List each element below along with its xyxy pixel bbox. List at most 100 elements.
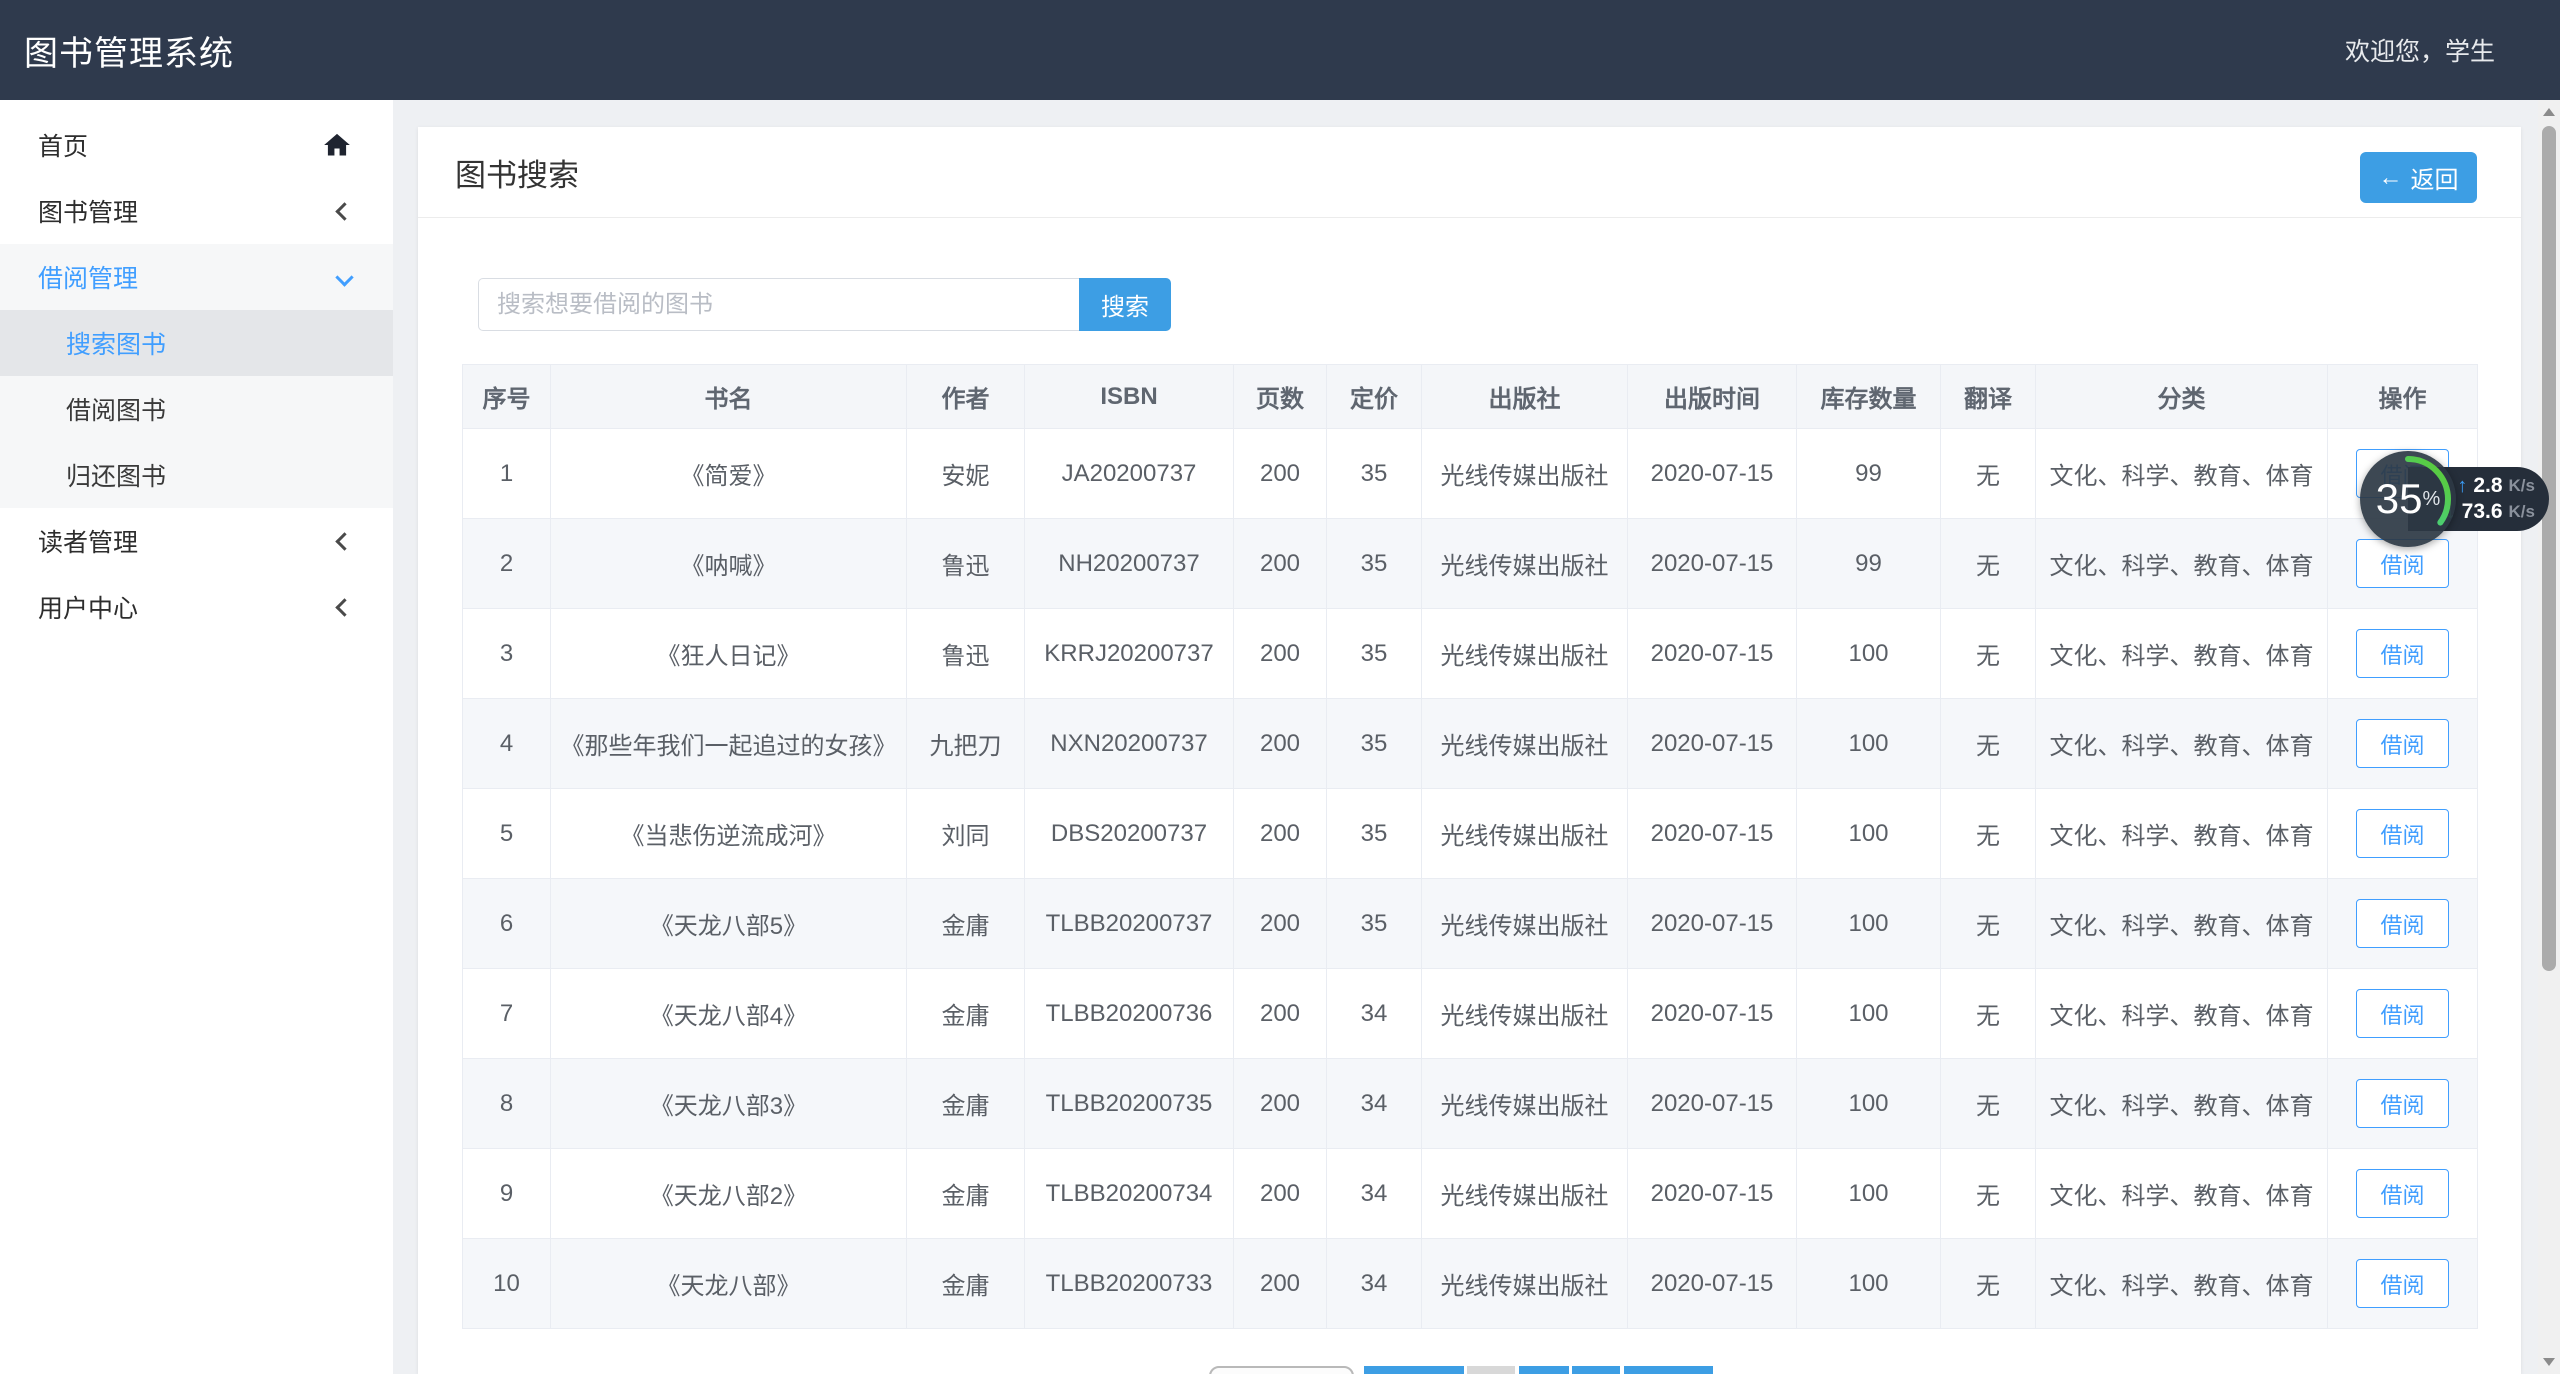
cell-pub_date: 2020-07-15 [1627, 878, 1797, 969]
sidebar-item-label: 图书管理 [38, 199, 139, 227]
cell-author: 鲁迅 [906, 608, 1025, 699]
cell-category: 文化、科学、教育、体育 [2035, 878, 2328, 969]
column-header: 作者 [906, 364, 1025, 429]
cell-price: 34 [1326, 1238, 1422, 1329]
cell-title: 《天龙八部5》 [550, 878, 907, 969]
borrow-button[interactable]: 借阅 [2356, 1079, 2449, 1128]
cell-price: 35 [1326, 428, 1422, 519]
pagination-button[interactable] [1467, 1366, 1515, 1374]
borrow-button[interactable]: 借阅 [2356, 809, 2449, 858]
chevron-left-icon [335, 201, 354, 221]
progress-ring [2365, 456, 2451, 542]
sidebar-item-book-management[interactable]: 图书管理 [0, 178, 393, 244]
cell-author: 安妮 [906, 428, 1025, 519]
borrow-button[interactable]: 借阅 [2356, 629, 2449, 678]
cell-isbn: DBS20200737 [1024, 788, 1234, 879]
sidebar-item-home[interactable]: 首页 [0, 112, 393, 178]
sidebar-item-borrow-management[interactable]: 借阅管理 [0, 244, 393, 310]
upload-speed-value: 2.8 [2473, 474, 2503, 497]
pagination-button[interactable] [1519, 1366, 1569, 1374]
cell-isbn: JA20200737 [1024, 428, 1234, 519]
cell-pub_date: 2020-07-15 [1627, 428, 1797, 519]
cell-category: 文化、科学、教育、体育 [2035, 1238, 2328, 1329]
cell-pages: 200 [1233, 968, 1327, 1059]
sidebar-subitem-label: 搜索图书 [66, 331, 167, 359]
scrollbar-up-arrow[interactable] [2538, 100, 2560, 124]
borrow-button[interactable]: 借阅 [2356, 539, 2449, 588]
pagination-button[interactable] [1572, 1366, 1620, 1374]
back-button[interactable]: ← 返回 [2360, 152, 2477, 203]
sidebar-subitem-return-books[interactable]: 归还图书 [0, 442, 393, 508]
search-bar: 搜索 [478, 278, 1171, 331]
panel-header: 图书搜索 [418, 127, 2521, 218]
cell-translated: 无 [1940, 1238, 2036, 1329]
cell-isbn: NXN20200737 [1024, 698, 1234, 789]
cell-publisher: 光线传媒出版社 [1421, 428, 1628, 519]
sidebar-subitem-search-books[interactable]: 搜索图书 [0, 310, 393, 376]
page-scrollbar[interactable] [2538, 100, 2560, 1374]
column-header: 翻译 [1940, 364, 2036, 429]
scrollbar-thumb[interactable] [2542, 126, 2556, 971]
search-input[interactable] [478, 278, 1079, 331]
cell-stock: 100 [1796, 878, 1941, 969]
borrow-button[interactable]: 借阅 [2356, 1169, 2449, 1218]
search-button[interactable]: 搜索 [1079, 278, 1171, 331]
cell-publisher: 光线传媒出版社 [1421, 878, 1628, 969]
scrollbar-down-arrow[interactable] [2538, 1350, 2560, 1374]
cell-title: 《简爱》 [550, 428, 907, 519]
borrow-button[interactable]: 借阅 [2356, 1259, 2449, 1308]
pagination-button[interactable] [1624, 1366, 1713, 1374]
cell-no: 7 [462, 968, 551, 1059]
sidebar-item-user-center[interactable]: 用户中心 [0, 574, 393, 640]
cell-title: 《天龙八部》 [550, 1238, 907, 1329]
cell-category: 文化、科学、教育、体育 [2035, 698, 2328, 789]
upload-arrow-icon: ↑ [2457, 475, 2468, 497]
cell-author: 金庸 [906, 1058, 1025, 1149]
column-header: ISBN [1024, 364, 1234, 429]
app-title: 图书管理系统 [24, 34, 234, 73]
pagination [1209, 1366, 1713, 1374]
cell-no: 3 [462, 608, 551, 699]
cell-publisher: 光线传媒出版社 [1421, 788, 1628, 879]
borrow-button[interactable]: 借阅 [2356, 989, 2449, 1038]
download-speed-value: 73.6 [2461, 500, 2503, 523]
cell-price: 35 [1326, 518, 1422, 609]
cell-title: 《天龙八部3》 [550, 1058, 907, 1149]
table-row: 4 《那些年我们一起追过的女孩》 九把刀 NXN20200737 200 35 光线传媒出版… [462, 698, 2478, 789]
borrow-button[interactable]: 借阅 [2356, 899, 2449, 948]
borrow-button[interactable]: 借阅 [2356, 719, 2449, 768]
download-progress-widget[interactable]: 35 % [2360, 451, 2456, 547]
cell-category: 文化、科学、教育、体育 [2035, 428, 2328, 519]
cell-pages: 200 [1233, 608, 1327, 699]
sidebar-item-label: 读者管理 [38, 529, 139, 557]
cell-pub_date: 2020-07-15 [1627, 968, 1797, 1059]
table-row: 5 《当悲伤逆流成河》 刘同 DBS20200737 200 35 光线传媒出版社 2020-… [462, 788, 2478, 879]
pagination-button[interactable] [1364, 1366, 1464, 1374]
cell-author: 金庸 [906, 1148, 1025, 1239]
column-header: 操作 [2327, 364, 2478, 429]
table-row: 2 《呐喊》 鲁迅 NH20200737 200 35 光线传媒出版社 2020-07-15 9… [462, 518, 2478, 609]
cell-no: 1 [462, 428, 551, 519]
cell-action: 借阅 [2327, 968, 2478, 1059]
cell-translated: 无 [1940, 1058, 2036, 1149]
column-header: 出版时间 [1627, 364, 1797, 429]
cell-category: 文化、科学、教育、体育 [2035, 968, 2328, 1059]
cell-action: 借阅 [2327, 698, 2478, 789]
cell-publisher: 光线传媒出版社 [1421, 1058, 1628, 1149]
cell-publisher: 光线传媒出版社 [1421, 968, 1628, 1059]
cell-stock: 100 [1796, 1238, 1941, 1329]
cell-no: 5 [462, 788, 551, 879]
pagination-button[interactable] [1209, 1366, 1354, 1374]
sidebar-item-reader-management[interactable]: 读者管理 [0, 508, 393, 574]
cell-pages: 200 [1233, 518, 1327, 609]
table-row: 3 《狂人日记》 鲁迅 KRRJ20200737 200 35 光线传媒出版社 2020-07… [462, 608, 2478, 699]
table-row: 10 《天龙八部》 金庸 TLBB20200733 200 34 光线传媒出版社 2020-0… [462, 1238, 2478, 1329]
cell-pages: 200 [1233, 428, 1327, 519]
cell-publisher: 光线传媒出版社 [1421, 1148, 1628, 1239]
sidebar-subitem-borrow-books[interactable]: 借阅图书 [0, 376, 393, 442]
cell-translated: 无 [1940, 1148, 2036, 1239]
cell-pages: 200 [1233, 698, 1327, 789]
cell-author: 金庸 [906, 878, 1025, 969]
cell-no: 8 [462, 1058, 551, 1149]
book-table-body: 1 《简爱》 安妮 JA20200737 200 35 光线传媒出版社 2020-07-15 9… [462, 428, 2478, 1329]
